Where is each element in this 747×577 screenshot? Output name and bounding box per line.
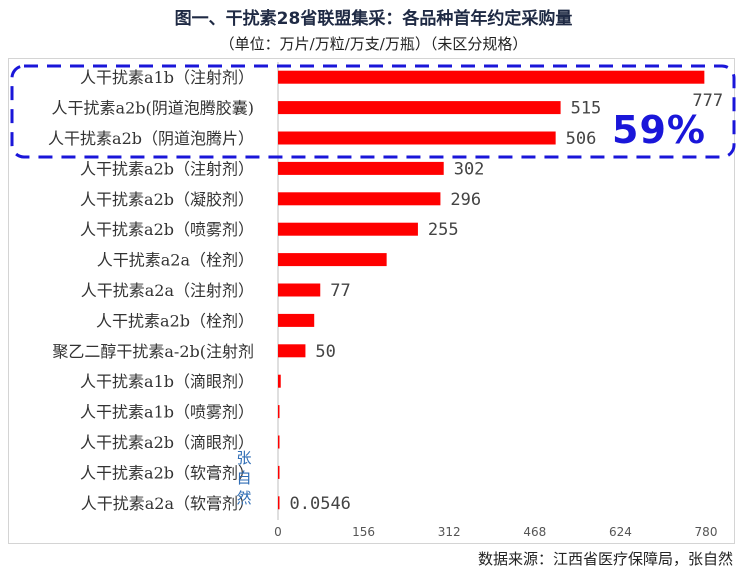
data-label: 302 bbox=[454, 159, 485, 179]
bar bbox=[278, 435, 280, 449]
data-label: 77 bbox=[330, 281, 350, 301]
bar bbox=[278, 496, 280, 510]
bar bbox=[278, 465, 280, 479]
x-tick-label: 780 bbox=[695, 525, 718, 539]
data-label: 50 bbox=[315, 342, 335, 362]
x-tick-label: 156 bbox=[352, 525, 375, 539]
category-label: 人干扰素a2b(阴道泡腾胶囊) bbox=[52, 99, 254, 118]
bar bbox=[278, 222, 418, 236]
chart-title: 图一、干扰素28省联盟集采：各品种首年约定采购量 bbox=[174, 9, 573, 29]
data-label: 515 bbox=[571, 99, 602, 119]
category-label: 人干扰素a2b（喷雾剂） bbox=[80, 220, 254, 239]
data-label: 777 bbox=[692, 91, 723, 111]
bar bbox=[278, 283, 321, 297]
bar bbox=[278, 313, 315, 327]
bar bbox=[278, 101, 561, 115]
x-tick-label: 0 bbox=[274, 525, 282, 539]
data-source: 数据来源：江西省医疗保障局，张自然 bbox=[477, 550, 733, 568]
bar bbox=[278, 405, 280, 419]
data-label: 0.0546 bbox=[290, 494, 351, 514]
category-label: 人干扰素a2a（软膏剂） bbox=[81, 494, 254, 513]
x-tick-label: 624 bbox=[609, 525, 632, 539]
bar bbox=[278, 192, 441, 206]
category-label: 人干扰素a2b（软膏剂） bbox=[80, 463, 254, 482]
watermark-char: 然 bbox=[236, 489, 252, 507]
category-label: 聚乙二醇干扰素a-2b(注射剂 bbox=[52, 342, 254, 361]
bar bbox=[278, 344, 306, 358]
category-label: 人干扰素a1b（滴眼剂） bbox=[80, 372, 254, 391]
category-label: 人干扰素a2b（注射剂） bbox=[80, 159, 254, 178]
author-watermark: 张 自 然 bbox=[234, 448, 254, 508]
x-tick-label: 468 bbox=[523, 525, 546, 539]
bar bbox=[278, 70, 705, 84]
highlight-box bbox=[10, 64, 736, 159]
category-label: 人干扰素a2b（凝胶剂） bbox=[80, 190, 254, 209]
watermark-char: 自 bbox=[236, 469, 252, 487]
category-label: 人干扰素a2b（阴道泡腾片） bbox=[48, 129, 254, 148]
chart-frame bbox=[8, 58, 735, 544]
category-label: 人干扰素a2b（滴眼剂） bbox=[80, 433, 254, 452]
category-label: 人干扰素a1b（注射剂） bbox=[80, 68, 254, 87]
bar bbox=[278, 374, 281, 388]
category-label: 人干扰素a2a（栓剂） bbox=[97, 251, 254, 270]
bar bbox=[278, 161, 444, 175]
category-label: 人干扰素a2b（栓剂） bbox=[96, 311, 254, 330]
x-tick-label: 312 bbox=[438, 525, 461, 539]
chart-subtitle: （单位：万片/万粒/万支/万瓶）（未区分规格） bbox=[219, 35, 528, 53]
watermark-char: 张 bbox=[236, 449, 252, 467]
data-label: 255 bbox=[428, 220, 459, 240]
data-label: 296 bbox=[450, 190, 481, 210]
category-label: 人干扰素a1b（喷雾剂） bbox=[80, 403, 254, 422]
category-label: 人干扰素a2a（注射剂） bbox=[81, 281, 254, 300]
highlight-percentage: 59% bbox=[612, 108, 706, 152]
bar bbox=[278, 253, 387, 267]
data-label: 506 bbox=[566, 129, 597, 149]
bar bbox=[278, 131, 556, 145]
